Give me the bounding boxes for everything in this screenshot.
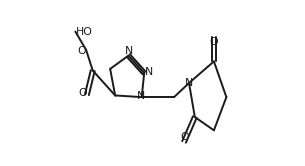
Text: HO: HO [76,27,93,37]
Text: N: N [137,91,145,101]
Text: N: N [185,78,193,88]
Text: O: O [78,88,87,98]
Text: N: N [145,67,153,77]
Text: O: O [210,37,218,47]
Text: O: O [181,132,189,142]
Text: N: N [125,46,133,56]
Text: O: O [78,46,86,56]
